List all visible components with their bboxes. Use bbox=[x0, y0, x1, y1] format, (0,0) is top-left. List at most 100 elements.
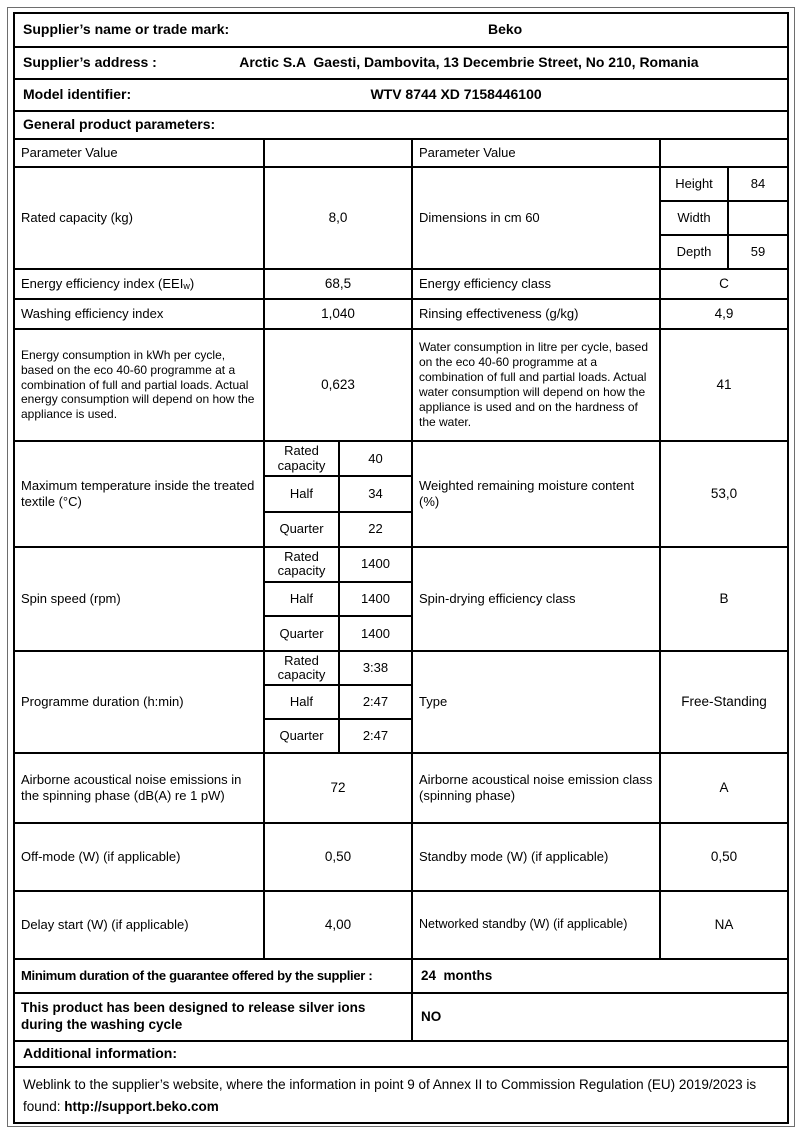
half-sublabel: Half bbox=[289, 590, 314, 606]
type-label: Type bbox=[411, 652, 659, 752]
dimensions-depth-row: Depth 59 bbox=[661, 234, 787, 268]
height-label: Height bbox=[675, 175, 713, 191]
energy-consumption-value: 0,623 bbox=[263, 330, 411, 440]
supplier-name-value: Beko bbox=[487, 21, 523, 38]
model-identifier-value: WTV 8744 XD 7158446100 bbox=[370, 86, 542, 103]
type-value: Free-Standing bbox=[659, 652, 787, 752]
additional-info-row: Additional information: bbox=[15, 1040, 787, 1066]
noise-label: Airborne acoustical noise emissions in t… bbox=[21, 771, 242, 803]
max-temp-half-value: 34 bbox=[337, 477, 411, 511]
parameter-value-header-right: Parameter Value bbox=[411, 140, 659, 166]
max-temp-rated-row: Rated capacity 40 bbox=[265, 442, 411, 476]
spin-quarter-value: 1400 bbox=[337, 617, 411, 651]
quarter-sublabel: Quarter bbox=[279, 727, 324, 743]
half-sublabel: Half bbox=[289, 693, 314, 709]
duration-rated-value: 3:38 bbox=[337, 652, 411, 684]
noise-value: 72 bbox=[263, 754, 411, 822]
max-temperature-row: Maximum temperature inside the treated t… bbox=[15, 440, 787, 546]
max-temp-quarter-value: 22 bbox=[337, 512, 411, 546]
programme-duration-row: Programme duration (h:min) Rated capacit… bbox=[15, 650, 787, 752]
standby-label: Standby mode (W) (if applicable) bbox=[411, 824, 659, 890]
max-temp-half-row: Half 34 bbox=[265, 475, 411, 511]
dimensions-label: Dimensions in cm 60 bbox=[411, 168, 659, 268]
rated-capacity-sublabel: Rated capacity bbox=[277, 549, 326, 579]
rated-capacity-label: Rated capacity (kg) bbox=[21, 209, 133, 225]
moisture-value: 53,0 bbox=[659, 442, 787, 546]
washing-index-value: 1,040 bbox=[263, 300, 411, 328]
eei-label-text: Energy efficiency index (EEI bbox=[21, 275, 184, 291]
spin-class-label: Spin-drying efficiency class bbox=[411, 548, 659, 650]
max-temp-quarter-row: Quarter 22 bbox=[265, 510, 411, 546]
general-parameters-section-row: General product parameters: bbox=[15, 110, 787, 138]
noise-class-label: Airborne acoustical noise emission class… bbox=[411, 754, 659, 822]
spin-half-value: 1400 bbox=[337, 582, 411, 616]
noise-class-value: A bbox=[659, 754, 787, 822]
width-label: Width bbox=[677, 209, 711, 225]
rated-capacity-sublabel: Rated capacity bbox=[277, 652, 326, 682]
supplier-address-row: Supplier’s address : Arctic S.A Gaesti, … bbox=[15, 46, 787, 78]
model-identifier-label: Model identifier: bbox=[23, 86, 132, 103]
max-temp-subtable: Rated capacity 40 Half 34 Quarter 22 bbox=[263, 442, 411, 546]
spin-rated-row: Rated capacity 1400 bbox=[265, 548, 411, 581]
standby-value: 0,50 bbox=[659, 824, 787, 890]
rinsing-label: Rinsing effectiveness (g/kg) bbox=[411, 300, 659, 328]
quarter-sublabel: Quarter bbox=[279, 521, 324, 537]
energy-class-value: C bbox=[659, 270, 787, 298]
dimensions-subtable: Height 84 Width Depth 59 bbox=[659, 168, 787, 268]
guarantee-value: 24 months bbox=[411, 960, 787, 992]
energy-efficiency-index-row: Energy efficiency index (EEI w ) 68,5 Ene… bbox=[15, 268, 787, 298]
supplier-website-link[interactable]: http://support.beko.com bbox=[64, 1099, 219, 1115]
max-temp-label: Maximum temperature inside the treated t… bbox=[21, 477, 255, 509]
moisture-label: Weighted remaining moisture content (%) bbox=[411, 442, 659, 546]
duration-quarter-value: 2:47 bbox=[337, 720, 411, 752]
supplier-address-value: Arctic S.A Gaesti, Dambovita, 13 Decembr… bbox=[239, 54, 699, 71]
supplier-name-row: Supplier’s name or trade mark: Beko bbox=[15, 14, 787, 46]
spin-speed-row: Spin speed (rpm) Rated capacity 1400 Hal… bbox=[15, 546, 787, 651]
dimensions-height-row: Height 84 bbox=[661, 168, 787, 200]
rated-capacity-sublabel: Rated capacity bbox=[277, 443, 326, 473]
product-parameters-table: Supplier’s name or trade mark: Beko Supp… bbox=[13, 12, 789, 1124]
general-parameters-heading: General product parameters: bbox=[23, 116, 216, 133]
consumption-row: Energy consumption in kWh per cycle, bas… bbox=[15, 328, 787, 440]
duration-rated-row: Rated capacity 3:38 bbox=[265, 652, 411, 684]
water-consumption-label: Water consumption in litre per cycle, ba… bbox=[411, 330, 659, 440]
off-mode-value: 0,50 bbox=[263, 824, 411, 890]
off-mode-label: Off-mode (W) (if applicable) bbox=[21, 848, 181, 864]
header-empty-cell bbox=[659, 140, 787, 166]
silver-ions-row: This product has been designed to releas… bbox=[15, 992, 787, 1040]
duration-half-value: 2:47 bbox=[337, 686, 411, 718]
height-value: 84 bbox=[727, 168, 787, 200]
guarantee-row: Minimum duration of the guarantee offere… bbox=[15, 958, 787, 992]
column-header-row: Parameter Value Parameter Value bbox=[15, 138, 787, 166]
delay-start-label: Delay start (W) (if applicable) bbox=[21, 916, 189, 932]
eei-value: 68,5 bbox=[263, 270, 411, 298]
water-consumption-value: 41 bbox=[659, 330, 787, 440]
width-value bbox=[727, 202, 787, 234]
eei-label-suffix: ) bbox=[189, 275, 195, 291]
header-empty-cell bbox=[263, 140, 411, 166]
delay-start-value: 4,00 bbox=[263, 892, 411, 958]
silver-ions-label: This product has been designed to releas… bbox=[21, 1000, 366, 1032]
spin-half-row: Half 1400 bbox=[265, 580, 411, 616]
depth-label: Depth bbox=[676, 243, 712, 259]
networked-standby-value: NA bbox=[659, 892, 787, 958]
duration-subtable: Rated capacity 3:38 Half 2:47 Quarter 2:… bbox=[263, 652, 411, 752]
networked-standby-label: Networked standby (W) (if applicable) bbox=[411, 892, 659, 958]
spin-quarter-row: Quarter 1400 bbox=[265, 615, 411, 651]
quarter-sublabel: Quarter bbox=[279, 625, 324, 641]
supplier-name-label: Supplier’s name or trade mark: bbox=[23, 21, 230, 38]
rated-capacity-value: 8,0 bbox=[263, 168, 411, 268]
eei-label: Energy efficiency index (EEI w ) bbox=[15, 270, 263, 298]
max-temp-rated-value: 40 bbox=[337, 442, 411, 476]
dimensions-width-row: Width bbox=[661, 200, 787, 234]
rinsing-value: 4,9 bbox=[659, 300, 787, 328]
depth-value: 59 bbox=[727, 236, 787, 268]
energy-consumption-label: Energy consumption in kWh per cycle, bas… bbox=[21, 347, 255, 422]
parameter-value-header-left: Parameter Value bbox=[21, 144, 118, 160]
model-identifier-cell: Model identifier: WTV 8744 XD 7158446100 bbox=[15, 80, 787, 110]
duration-half-row: Half 2:47 bbox=[265, 684, 411, 718]
spin-speed-label: Spin speed (rpm) bbox=[21, 590, 121, 606]
weblink-text: Weblink to the supplier’s website, where… bbox=[23, 1077, 757, 1115]
weblink-cell: Weblink to the supplier’s website, where… bbox=[15, 1068, 787, 1122]
